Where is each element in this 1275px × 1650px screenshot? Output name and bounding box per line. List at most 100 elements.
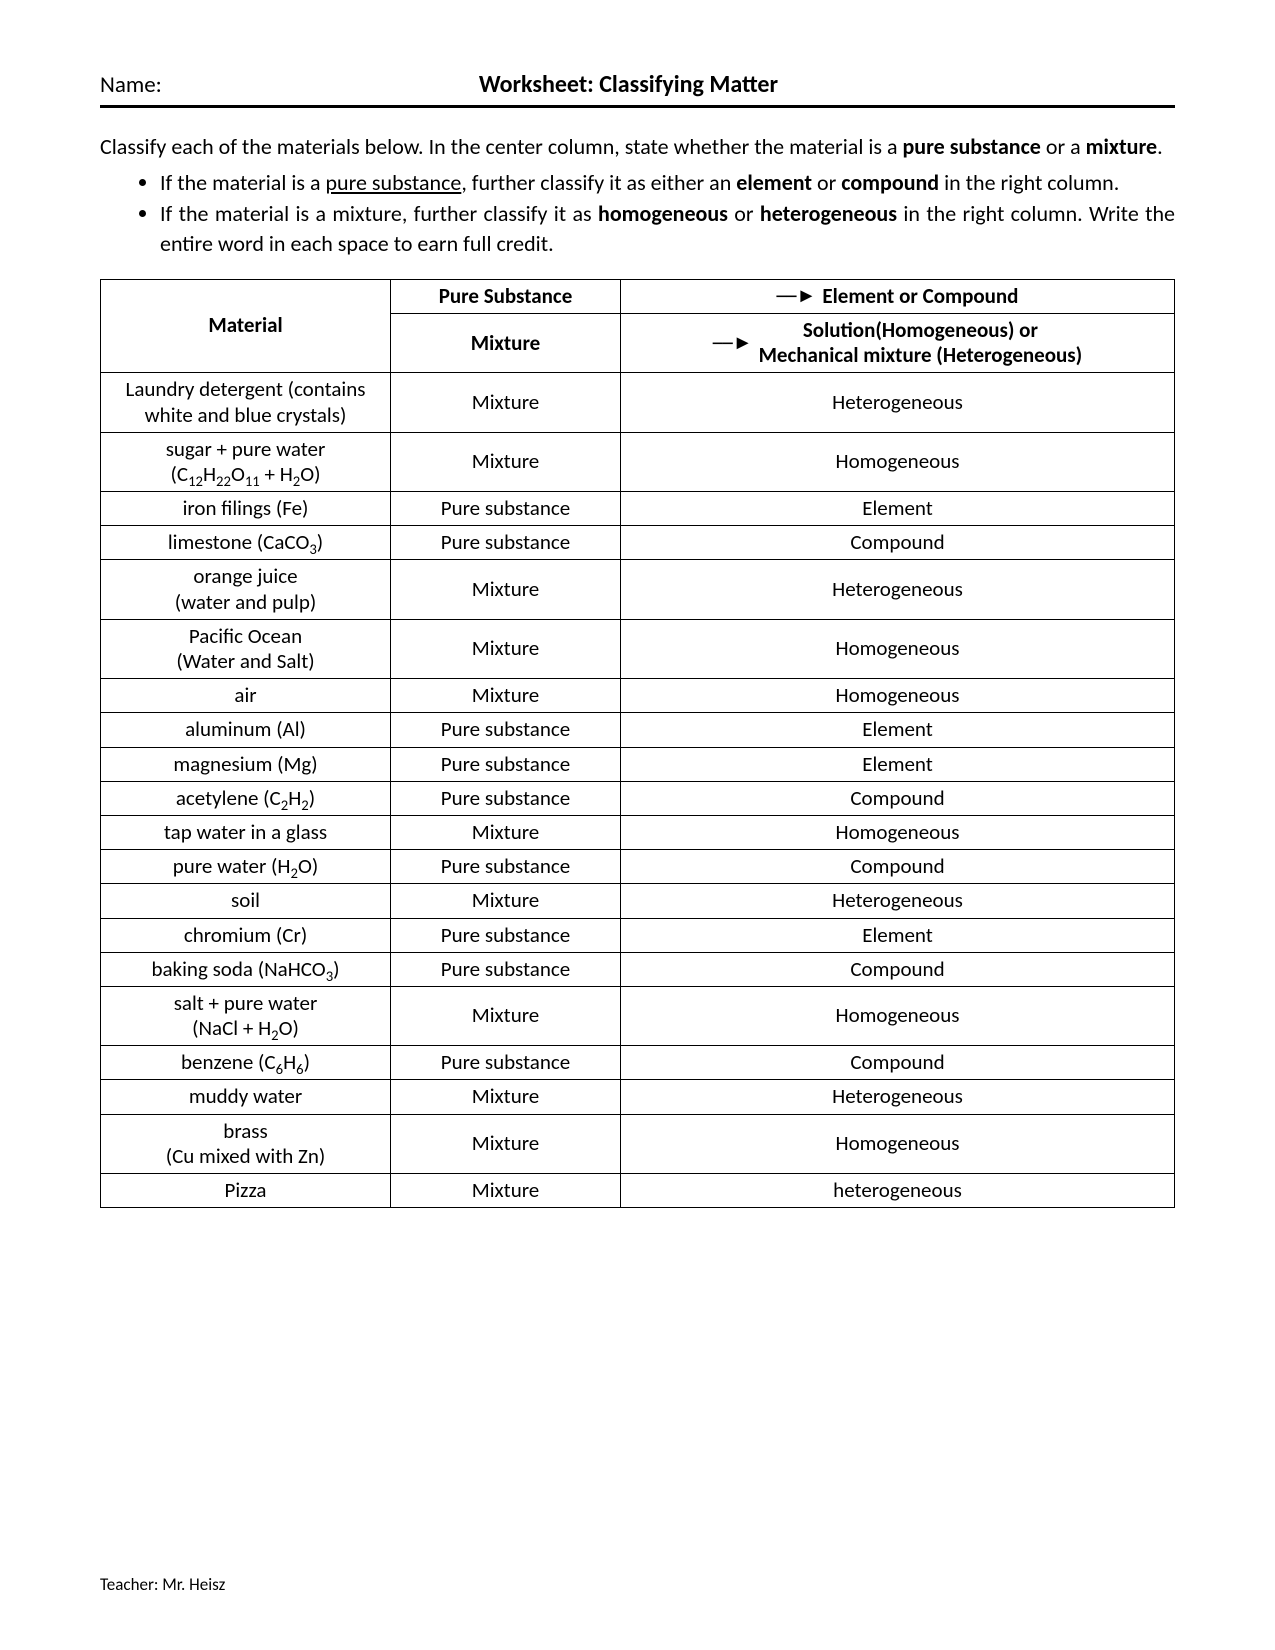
- cell-type: Mixture: [391, 619, 621, 678]
- cell-classification: Compound: [621, 526, 1175, 560]
- table-row: tap water in a glassMixtureHomogeneous: [101, 815, 1175, 849]
- cell-classification: Homogeneous: [621, 815, 1175, 849]
- intro-mid: or a: [1041, 133, 1086, 160]
- intro-post: .: [1157, 133, 1163, 160]
- instruction-bullet-2: If the material is a mixture, further cl…: [160, 199, 1175, 258]
- table-row: airMixtureHomogeneous: [101, 679, 1175, 713]
- table-row: PizzaMixtureheterogeneous: [101, 1174, 1175, 1208]
- cell-material: salt + pure water(NaCl + H2O): [101, 986, 391, 1045]
- cell-material: acetylene (C2H2): [101, 781, 391, 815]
- cell-classification: Heterogeneous: [621, 560, 1175, 619]
- cell-classification: Heterogeneous: [621, 373, 1175, 432]
- arrow-right-icon: ──►: [777, 286, 817, 306]
- cell-material: magnesium (Mg): [101, 747, 391, 781]
- header-solution: ──► Solution(Homogeneous) or Mechanical …: [621, 313, 1175, 372]
- cell-material: Pacific Ocean(Water and Salt): [101, 619, 391, 678]
- header-mixture: Mixture: [391, 313, 621, 372]
- cell-type: Mixture: [391, 1114, 621, 1173]
- cell-material: sugar + pure water(C12H22O11 + H2O): [101, 432, 391, 491]
- teacher-footer: Teacher: Mr. Heisz: [100, 1574, 225, 1595]
- header-element-compound: ──► Element or Compound: [621, 279, 1175, 313]
- cell-material: pure water (H2O): [101, 850, 391, 884]
- table-row: orange juice(water and pulp)MixtureHeter…: [101, 560, 1175, 619]
- cell-material: tap water in a glass: [101, 815, 391, 849]
- table-row: limestone (CaCO3)Pure substanceCompound: [101, 526, 1175, 560]
- cell-type: Mixture: [391, 560, 621, 619]
- table-row: magnesium (Mg)Pure substanceElement: [101, 747, 1175, 781]
- cell-material: aluminum (Al): [101, 713, 391, 747]
- cell-classification: Compound: [621, 1046, 1175, 1080]
- table-row: benzene (C6H6)Pure substanceCompound: [101, 1046, 1175, 1080]
- cell-material: limestone (CaCO3): [101, 526, 391, 560]
- underline-pure-substance: pure substance: [325, 169, 461, 196]
- header-pure-substance: Pure Substance: [391, 279, 621, 313]
- table-row: sugar + pure water(C12H22O11 + H2O)Mixtu…: [101, 432, 1175, 491]
- cell-material: brass(Cu mixed with Zn): [101, 1114, 391, 1173]
- cell-classification: Element: [621, 492, 1175, 526]
- table-header-row-1: Material Pure Substance ──► Element or C…: [101, 279, 1175, 313]
- table-row: iron filings (Fe)Pure substanceElement: [101, 492, 1175, 526]
- cell-material: Pizza: [101, 1174, 391, 1208]
- cell-classification: Compound: [621, 952, 1175, 986]
- cell-type: Pure substance: [391, 781, 621, 815]
- cell-classification: Element: [621, 918, 1175, 952]
- arrow-right-icon: ──►: [713, 333, 753, 353]
- intro-bold-2: mixture: [1086, 133, 1158, 160]
- cell-classification: Homogeneous: [621, 986, 1175, 1045]
- cell-material: soil: [101, 884, 391, 918]
- cell-type: Pure substance: [391, 713, 621, 747]
- header-row: Name: Worksheet: Classifying Matter: [100, 70, 1175, 108]
- table-row: salt + pure water(NaCl + H2O)MixtureHomo…: [101, 986, 1175, 1045]
- cell-material: air: [101, 679, 391, 713]
- cell-type: Mixture: [391, 679, 621, 713]
- instruction-bullet-1: If the material is a pure substance, fur…: [160, 168, 1175, 198]
- cell-classification: Compound: [621, 850, 1175, 884]
- cell-type: Pure substance: [391, 952, 621, 986]
- cell-material: chromium (Cr): [101, 918, 391, 952]
- cell-classification: Compound: [621, 781, 1175, 815]
- cell-classification: Homogeneous: [621, 619, 1175, 678]
- table-row: baking soda (NaHCO3)Pure substanceCompou…: [101, 952, 1175, 986]
- cell-type: Mixture: [391, 986, 621, 1045]
- table-row: brass(Cu mixed with Zn)MixtureHomogeneou…: [101, 1114, 1175, 1173]
- cell-classification: heterogeneous: [621, 1174, 1175, 1208]
- cell-type: Mixture: [391, 815, 621, 849]
- table-row: chromium (Cr)Pure substanceElement: [101, 918, 1175, 952]
- table-row: pure water (H2O)Pure substanceCompound: [101, 850, 1175, 884]
- cell-type: Mixture: [391, 1080, 621, 1114]
- cell-type: Pure substance: [391, 918, 621, 952]
- header-material: Material: [101, 279, 391, 373]
- page-title: Worksheet: Classifying Matter: [82, 70, 1175, 99]
- instruction-list: If the material is a pure substance, fur…: [100, 168, 1175, 259]
- cell-classification: Homogeneous: [621, 679, 1175, 713]
- table-row: Pacific Ocean(Water and Salt)MixtureHomo…: [101, 619, 1175, 678]
- cell-classification: Heterogeneous: [621, 1080, 1175, 1114]
- cell-material: muddy water: [101, 1080, 391, 1114]
- cell-type: Pure substance: [391, 747, 621, 781]
- cell-type: Pure substance: [391, 850, 621, 884]
- instructions-intro: Classify each of the materials below. In…: [100, 132, 1175, 162]
- intro-bold-1: pure substance: [902, 133, 1040, 160]
- intro-text: Classify each of the materials below. In…: [100, 133, 902, 160]
- cell-type: Mixture: [391, 432, 621, 491]
- cell-type: Pure substance: [391, 1046, 621, 1080]
- table-row: Laundry detergent (containswhite and blu…: [101, 373, 1175, 432]
- cell-type: Mixture: [391, 884, 621, 918]
- cell-material: orange juice(water and pulp): [101, 560, 391, 619]
- cell-material: Laundry detergent (containswhite and blu…: [101, 373, 391, 432]
- worksheet-page: Name: Worksheet: Classifying Matter Clas…: [0, 0, 1275, 1650]
- cell-classification: Homogeneous: [621, 1114, 1175, 1173]
- cell-type: Mixture: [391, 373, 621, 432]
- cell-classification: Homogeneous: [621, 432, 1175, 491]
- cell-material: iron filings (Fe): [101, 492, 391, 526]
- cell-material: benzene (C6H6): [101, 1046, 391, 1080]
- table-row: acetylene (C2H2)Pure substanceCompound: [101, 781, 1175, 815]
- cell-classification: Element: [621, 713, 1175, 747]
- table-row: soilMixtureHeterogeneous: [101, 884, 1175, 918]
- cell-classification: Heterogeneous: [621, 884, 1175, 918]
- cell-type: Pure substance: [391, 492, 621, 526]
- table-row: muddy waterMixtureHeterogeneous: [101, 1080, 1175, 1114]
- cell-classification: Element: [621, 747, 1175, 781]
- table-row: aluminum (Al)Pure substanceElement: [101, 713, 1175, 747]
- classification-table: Material Pure Substance ──► Element or C…: [100, 279, 1175, 1208]
